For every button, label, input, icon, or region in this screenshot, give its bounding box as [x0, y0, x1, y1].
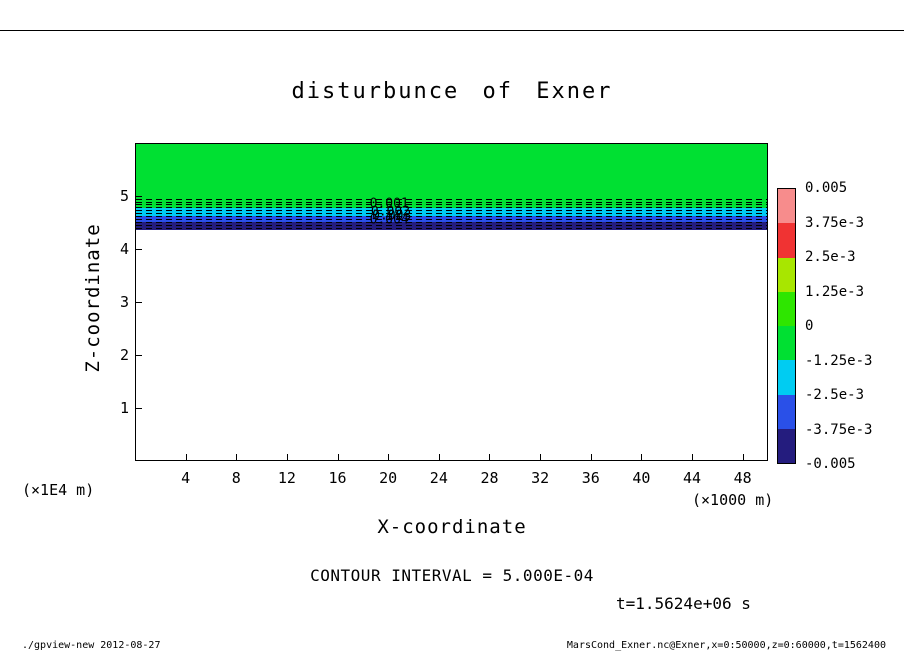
top-rule — [0, 30, 904, 31]
contour-line — [136, 198, 767, 200]
x-axis-tick — [590, 454, 592, 460]
x-axis-tick — [438, 454, 440, 460]
contour-line — [136, 201, 767, 203]
footer-command: ./gpview-new 2012-08-27 — [22, 640, 161, 651]
x-axis-tick-label: 8 — [231, 469, 241, 487]
x-axis-tick-label: 24 — [429, 469, 448, 487]
colorbar-tick-label: -3.75e-3 — [805, 421, 873, 438]
x-axis-label: X-coordinate — [377, 516, 527, 538]
contour-line — [136, 218, 767, 220]
x-axis-tick-label: 32 — [531, 469, 550, 487]
x-axis-tick-label: 40 — [632, 469, 651, 487]
contour-line-label: 0.001 — [369, 196, 409, 212]
contour-line — [136, 204, 767, 206]
contour-interval-note: CONTOUR INTERVAL = 5.000E-04 — [310, 566, 594, 585]
x-axis-tick — [692, 454, 694, 460]
y-axis-unit: (×1E4 m) — [22, 481, 95, 499]
x-axis-tick-label: 48 — [733, 469, 752, 487]
tone-band — [136, 144, 767, 208]
y-axis-tick — [136, 408, 142, 409]
contour-line — [136, 213, 767, 215]
colorbar-cell — [778, 223, 795, 258]
x-axis-tick-label: 28 — [480, 469, 499, 487]
x-axis-tick — [540, 454, 542, 460]
colorbar-tick-label: 3.75e-3 — [805, 214, 865, 231]
footer-dataset: MarsCond_Exner.nc@Exner,x=0:50000,z=0:60… — [566, 640, 886, 651]
x-axis-tick — [742, 454, 744, 460]
contour-line — [136, 210, 767, 212]
y-axis-tick — [136, 196, 142, 197]
tone-band — [136, 222, 767, 231]
x-axis-tick-label: 44 — [683, 469, 702, 487]
colorbar-tick-label: -0.005 — [805, 456, 856, 472]
x-axis-tick-label: 36 — [581, 469, 600, 487]
x-axis-tick — [185, 454, 187, 460]
y-axis-tick-label: 1 — [119, 399, 129, 417]
colorbar-tick-label: 2.5e-3 — [805, 249, 856, 265]
y-axis-tick — [136, 355, 142, 356]
colorbar-cell — [778, 189, 795, 224]
x-axis-tick-label: 16 — [328, 469, 347, 487]
contour-line-label: 0.002 — [370, 204, 411, 220]
colorbar-cell — [778, 257, 795, 292]
colorbar-cell — [778, 428, 795, 463]
tone-band — [136, 230, 767, 460]
colorbar-cell — [778, 326, 795, 361]
x-axis-tick — [641, 454, 643, 460]
x-axis-tick-label: 12 — [277, 469, 296, 487]
y-axis-tick — [136, 249, 142, 250]
plot-area: 0.001 0.002 0.003 0.004 — [135, 143, 768, 461]
colorbar-tick-label: 0 — [805, 318, 814, 334]
x-axis-tick — [286, 454, 288, 460]
x-axis-tick — [388, 454, 390, 460]
x-axis-tick-label: 4 — [181, 469, 191, 487]
x-axis-tick — [236, 454, 238, 460]
contour-line — [136, 224, 767, 226]
contour-line — [136, 221, 767, 223]
contour-line-label: 0.003 — [372, 208, 412, 224]
x-axis-tick — [489, 454, 491, 460]
y-axis-tick-label: 4 — [119, 240, 129, 258]
x-axis-tick — [337, 454, 339, 460]
chart-title: disturbunce of Exner — [291, 79, 613, 104]
colorbar-tick-label: 1.25e-3 — [805, 283, 865, 300]
colorbar — [777, 188, 796, 464]
contour-line — [136, 207, 767, 209]
colorbar-tick-label: -2.5e-3 — [805, 387, 865, 403]
y-axis-label: Z-coordinate — [82, 223, 104, 373]
colorbar-cell — [778, 291, 795, 326]
x-axis-unit: (×1000 m) — [692, 491, 774, 509]
y-axis-tick-label: 2 — [119, 346, 129, 364]
y-axis-tick-label: 5 — [119, 187, 129, 205]
x-axis-tick-label: 20 — [379, 469, 398, 487]
y-axis-tick — [136, 302, 142, 303]
colorbar-cell — [778, 394, 795, 429]
colorbar-cell — [778, 360, 795, 395]
time-annotation: t=1.5624e+06 s — [616, 594, 751, 613]
colorbar-tick-label: -1.25e-3 — [805, 352, 873, 369]
contour-line-label: 0.004 — [369, 212, 409, 228]
contour-line — [136, 227, 767, 229]
y-axis-tick-label: 3 — [119, 293, 129, 311]
colorbar-tick-label: 0.005 — [805, 180, 848, 196]
tone-band — [136, 207, 767, 217]
contour-line — [136, 216, 767, 218]
